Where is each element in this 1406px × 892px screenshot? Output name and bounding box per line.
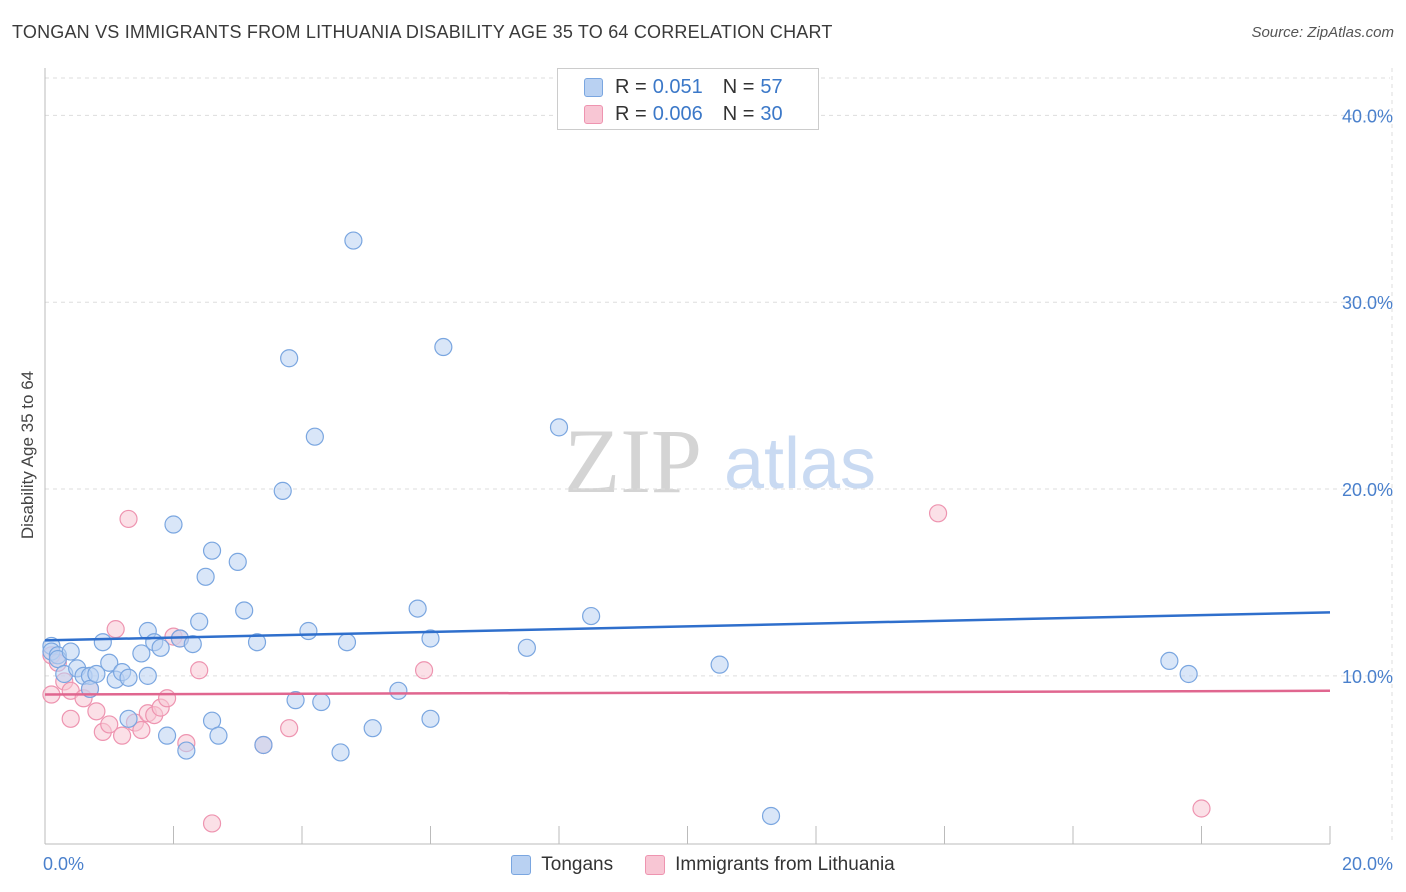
y-tick-label: 30.0% [1342,293,1393,313]
lithuania-point [87,702,106,721]
tongans-point [138,666,157,685]
n-value: 30 [760,102,783,125]
legend-item-lithuania[interactable]: Immigrants from Lithuania [645,854,895,876]
tongans-point [157,726,177,745]
tongans-point [177,741,196,760]
y-tick-label: 40.0% [1342,106,1393,126]
tongans-point [421,629,440,648]
lithuania-point [157,689,177,708]
tongans-point [132,644,151,663]
tongans-point [87,664,106,684]
lithuania-legend-swatch [645,855,666,875]
tongans-point [434,337,453,357]
series-legend: Tongans Immigrants from Lithuania [0,852,1406,878]
tongans-point [61,642,80,661]
y-tick-label: 10.0% [1342,667,1393,687]
lithuania-point [928,504,948,523]
lithuania-point [414,661,434,680]
tongans-point [582,606,601,626]
y-tick-labels: 10.0% 20.0% 30.0% 40.0% [1342,106,1393,686]
tongans-point [408,599,427,618]
x-tick-label-max: 20.0% [1342,854,1393,874]
tongans-point [549,418,569,437]
tongans-point [312,692,331,712]
tongans-swatch [584,77,603,97]
tongans-point [421,709,440,728]
tongans-point [164,515,183,534]
r-label: R = [615,102,647,125]
tongans-point [280,349,299,368]
tongans-point [337,633,357,652]
tongans-point [331,743,350,762]
tongans-point [273,481,292,500]
r-value: 0.006 [652,102,703,125]
lithuania-point [280,719,299,738]
stats-row-lithuania: R = 0.006 N = 30 [584,102,783,126]
y-tick-label: 20.0% [1342,480,1393,500]
lithuania-swatch [584,104,603,124]
x-tick-label-min: 0.0% [43,854,84,874]
x-tick-labels: 0.0% 20.0% [43,854,1393,874]
tongans-point [299,621,318,641]
axes [44,68,1331,845]
lithuania-point [132,720,151,740]
trend-lines [44,611,1331,696]
tongans-point [344,231,363,250]
y-axis-label: Disability Age 35 to 64 [18,371,37,539]
tongans-point [710,655,729,674]
tongans-point [228,552,247,571]
lithuania-point [119,509,138,529]
tongans-point [235,601,254,620]
gridlines [45,68,1393,844]
watermark-atlas: atlas [724,424,876,504]
tongans-point [183,634,202,654]
r-value: 0.051 [652,75,703,98]
lithuania-point [61,709,80,728]
lithuania-point [112,726,132,745]
tongans-point [100,653,119,672]
tongans-point [196,567,215,586]
tongans-point [305,427,324,446]
tongans-point [286,691,305,710]
tongans-point [119,709,138,728]
lithuania-point [1192,799,1211,818]
tongans-point [761,806,781,826]
lithuania-point [100,715,119,734]
n-label: N = [722,102,755,125]
tongans-point [389,681,408,700]
tongans-point [247,633,267,652]
tongans-point [363,719,382,738]
watermark-zip: ZIP [564,410,702,512]
tongans-legend-swatch [511,855,532,875]
source-credit: Source: ZipAtlas.com [1251,24,1394,41]
lithuania-point [202,814,222,833]
stats-legend: R = 0.051 N = 57 R = 0.006 N = 30 [557,68,819,130]
stats-row-tongans: R = 0.051 N = 57 [584,75,783,99]
tongans-point [151,638,170,657]
tongans-point [190,612,209,631]
tongans-point [254,735,273,755]
tongans-point [202,541,222,560]
tongans-point [1179,664,1198,684]
legend-item-tongans[interactable]: Tongans [511,854,613,876]
n-label: N = [722,75,755,98]
tongans-point [209,726,228,745]
tongans-point [93,633,112,652]
data-points [42,231,1211,833]
lithuania-point [106,620,125,639]
r-label: R = [615,75,647,98]
tongans-point [517,638,536,657]
chart-title: TONGAN VS IMMIGRANTS FROM LITHUANIA DISA… [12,22,833,42]
watermark: ZIP atlas [564,410,876,512]
legend-label: Immigrants from Lithuania [675,854,895,875]
legend-label: Tongans [541,854,614,875]
lithuania-point [190,661,209,680]
n-value: 57 [760,75,783,98]
tongans-trend-line [44,611,1331,642]
tongans-point [119,668,138,687]
tongans-point [1160,651,1179,671]
tongans-point [202,711,222,730]
lithuania-trend-line [44,689,1331,696]
